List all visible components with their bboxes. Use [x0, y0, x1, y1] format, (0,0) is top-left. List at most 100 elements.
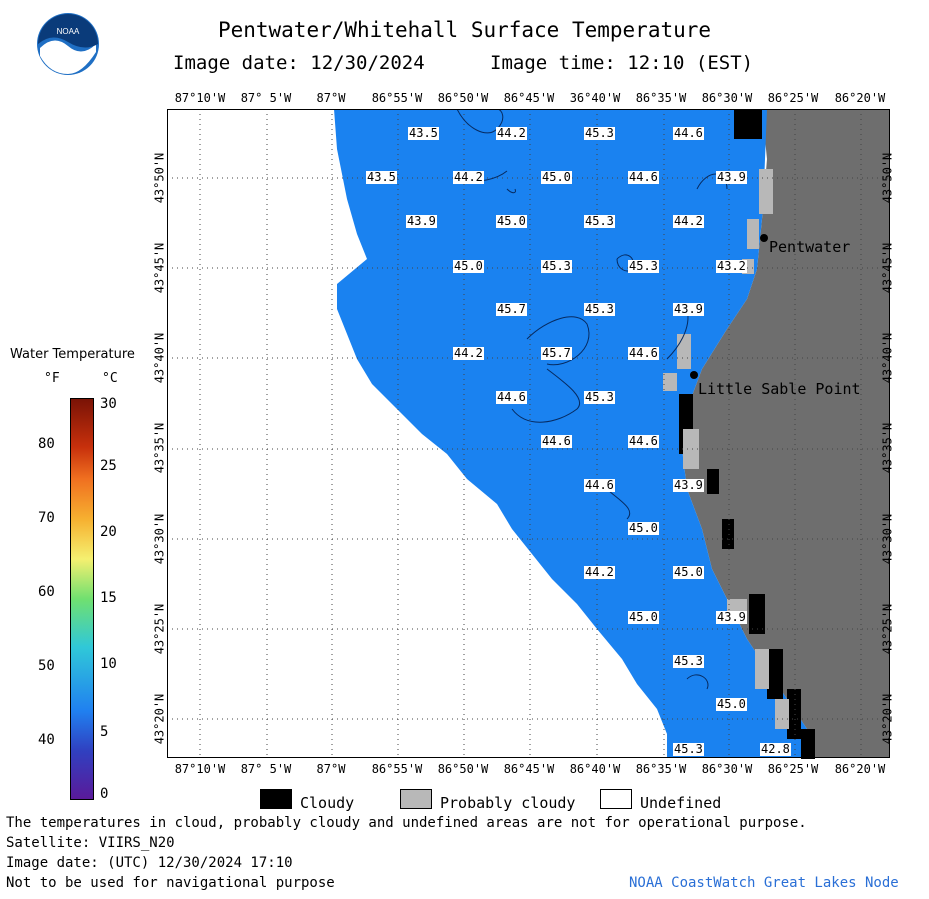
legend-tick-c: 5 [100, 724, 109, 740]
cloudy-label: Cloudy [300, 794, 355, 812]
legend-tick-c: 25 [100, 458, 117, 474]
graticule [167, 109, 890, 758]
lon-label-top: 36°40'W [569, 91, 621, 105]
temp-label: 44.6 [496, 390, 527, 404]
legend-tick-f: 60 [38, 584, 55, 600]
lon-label-bottom: 86°45'W [503, 762, 555, 776]
temp-label: 44.6 [628, 170, 659, 184]
legend-title: Water Temperature [10, 347, 135, 362]
temp-label: 44.2 [673, 214, 704, 228]
lon-label-bottom: 87°10'W [174, 762, 226, 776]
temp-label: 45.3 [584, 126, 615, 140]
temp-label: 43.9 [716, 170, 747, 184]
temp-label: 44.2 [453, 170, 484, 184]
disclaimer: The temperatures in cloud, probably clou… [6, 815, 807, 831]
lat-label-right: 43°40'N [880, 332, 895, 384]
temp-label: 45.3 [584, 390, 615, 404]
lat-label-left: 43°45'N [152, 242, 167, 294]
probably-cloudy-label: Probably cloudy [440, 794, 576, 812]
temp-label: 43.2 [716, 259, 747, 273]
temp-label: 43.9 [406, 214, 437, 228]
sst-map [167, 109, 890, 759]
temp-label: 43.9 [673, 478, 704, 492]
cloud-strip [663, 109, 815, 759]
lat-label-left: 43°20'N [152, 693, 167, 745]
temp-label: 45.0 [496, 214, 527, 228]
temp-label: 43.9 [673, 302, 704, 316]
lon-label-top: 87°W [316, 91, 346, 105]
lon-label-top: 86°50'W [437, 91, 489, 105]
legend-color-bar [70, 398, 94, 800]
nav-warning: Not to be used for navigational purpose [6, 875, 335, 891]
lon-label-top: 86°55'W [371, 91, 423, 105]
temp-label: 44.6 [584, 478, 615, 492]
land-area [682, 109, 890, 758]
temp-label: 43.5 [366, 170, 397, 184]
temp-label: 45.0 [453, 259, 484, 273]
temp-label: 45.3 [673, 654, 704, 668]
lat-label-right: 43°50'N [880, 152, 895, 204]
temp-label: 45.0 [541, 170, 572, 184]
satellite-info: Satellite: VIIRS_N20 [6, 835, 175, 851]
legend-tick-c: 20 [100, 524, 117, 540]
lat-label-left: 43°40'N [152, 332, 167, 384]
legend-tick-f: 40 [38, 732, 55, 748]
place-pentwater: Pentwater [769, 238, 851, 256]
lon-label-top: 86°45'W [503, 91, 555, 105]
lat-label-left: 43°25'N [152, 603, 167, 655]
undefined-swatch [600, 789, 632, 809]
temp-label: 45.3 [673, 742, 704, 756]
legend-tick-c: 15 [100, 590, 117, 606]
lon-label-bottom: 86°50'W [437, 762, 489, 776]
noaa-logo: NOAA [37, 13, 99, 75]
temp-label: 44.6 [541, 434, 572, 448]
lon-label-bottom: 86°30'W [701, 762, 753, 776]
temp-label: 45.0 [628, 521, 659, 535]
lon-label-top: 86°25'W [767, 91, 819, 105]
temp-label: 45.0 [628, 610, 659, 624]
temp-label: 45.3 [584, 214, 615, 228]
temp-label: 45.0 [716, 697, 747, 711]
temp-label: 44.6 [628, 346, 659, 360]
temp-label: 44.2 [584, 565, 615, 579]
image-time: Image time: 12:10 (EST) [490, 52, 754, 74]
lon-label-top: 87° 5'W [240, 91, 292, 105]
lat-label-right: 43°30'N [880, 513, 895, 565]
lat-label-right: 43°45'N [880, 242, 895, 294]
legend-tick-f: 80 [38, 436, 55, 452]
image-date: Image date: 12/30/2024 [173, 52, 425, 74]
legend-unit-f: °F [44, 371, 60, 386]
lon-label-bottom: 86°40'W [569, 762, 621, 776]
lat-label-left: 43°30'N [152, 513, 167, 565]
lat-label-right: 43°20'N [880, 693, 895, 745]
legend-tick-f: 70 [38, 510, 55, 526]
temp-label: 43.5 [408, 126, 439, 140]
temp-label: 45.3 [584, 302, 615, 316]
temp-label: 42.8 [760, 742, 791, 756]
lon-label-bottom: 87° 5'W [240, 762, 292, 776]
pentwater-marker [760, 234, 768, 242]
temp-label: 45.7 [541, 346, 572, 360]
temp-label: 43.9 [716, 610, 747, 624]
little-sable-point-marker [690, 371, 698, 379]
probably-cloudy-swatch [400, 789, 432, 809]
lon-label-bottom: 86°25'W [767, 762, 819, 776]
temp-label: 44.2 [453, 346, 484, 360]
temp-label: 45.3 [628, 259, 659, 273]
undefined-label: Undefined [640, 794, 722, 812]
temp-label: 45.0 [673, 565, 704, 579]
lat-label-left: 43°35'N [152, 422, 167, 474]
lon-label-bottom: 86°35'W [635, 762, 687, 776]
credit: NOAA CoastWatch Great Lakes Node [629, 875, 899, 891]
legend-tick-f: 50 [38, 658, 55, 674]
temp-label: 45.7 [496, 302, 527, 316]
lat-label-right: 43°25'N [880, 603, 895, 655]
utc-date: Image date: (UTC) 12/30/2024 17:10 [6, 855, 293, 871]
lat-label-left: 43°50'N [152, 152, 167, 204]
logo-text: NOAA [57, 27, 80, 36]
page-title: Pentwater/Whitehall Surface Temperature [217, 18, 712, 42]
temp-label: 44.6 [628, 434, 659, 448]
lon-label-top: 86°30'W [701, 91, 753, 105]
legend-tick-c: 30 [100, 396, 117, 412]
temp-label: 44.2 [496, 126, 527, 140]
